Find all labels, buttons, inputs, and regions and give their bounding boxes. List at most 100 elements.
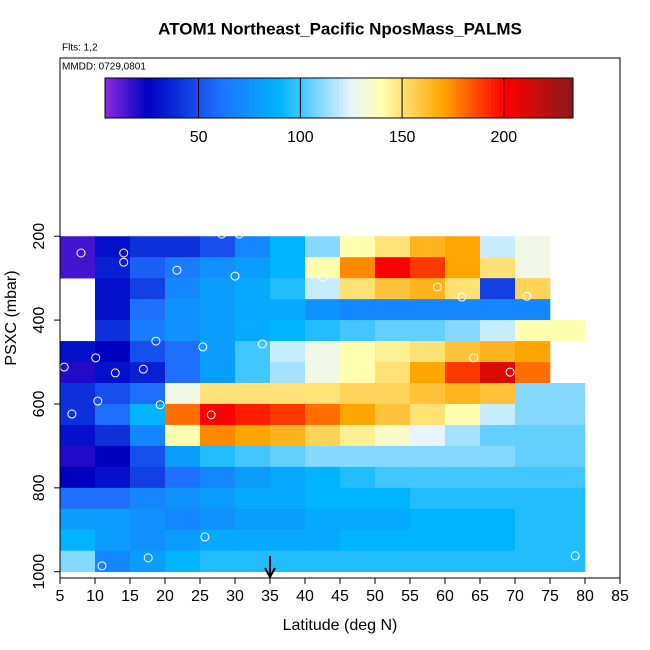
y-tick-label: 800	[31, 474, 48, 501]
heat-cell	[200, 362, 236, 384]
heat-cell	[60, 466, 96, 489]
data-point	[570, 551, 580, 561]
colorbar-swatch	[459, 78, 465, 118]
heat-cell	[270, 466, 306, 489]
colorbar-swatch	[506, 78, 512, 118]
colorbar-swatch	[346, 78, 352, 118]
data-point	[198, 342, 208, 352]
heat-cell	[270, 236, 306, 258]
data-point	[97, 561, 107, 571]
colorbar-swatch	[463, 78, 469, 118]
heat-cell	[165, 529, 201, 552]
heat-cell	[305, 320, 341, 342]
colorbar-swatch	[569, 78, 574, 118]
y-tick-label: 200	[31, 223, 48, 250]
heat-cell	[480, 403, 516, 426]
heat-cell	[515, 550, 551, 573]
colorbar-tick-label: 50	[190, 129, 208, 146]
x-tick-label: 35	[261, 588, 279, 605]
heat-cell	[375, 466, 411, 489]
colorbar-swatch	[331, 78, 336, 118]
heat-cell	[130, 466, 166, 489]
x-tick-label: 55	[401, 588, 419, 605]
x-tick-label: 40	[296, 588, 314, 605]
heat-cell	[200, 445, 236, 468]
data-point	[432, 282, 442, 292]
data-point	[93, 396, 103, 406]
colorbar-swatch	[498, 78, 504, 118]
heat-cell	[410, 236, 446, 258]
heat-cell	[515, 257, 551, 279]
heat-cell	[340, 529, 376, 552]
y-axis-label: PSXC (mbar)	[3, 270, 20, 365]
heat-cell	[305, 383, 341, 405]
heat-cell	[480, 362, 516, 384]
data-point	[67, 409, 77, 419]
colorbar-swatch	[440, 78, 445, 118]
heat-cell	[200, 257, 236, 279]
heat-cell	[410, 383, 446, 405]
colorbar-swatch	[257, 78, 262, 118]
heat-cell	[445, 550, 481, 573]
data-point	[469, 353, 479, 363]
heat-cell	[270, 529, 306, 552]
heat-cell	[305, 341, 341, 363]
colorbar-swatch	[354, 78, 359, 118]
heat-cell	[410, 529, 446, 552]
colorbar-swatch	[128, 78, 133, 118]
heat-cell	[235, 236, 271, 258]
heat-cell	[480, 529, 516, 552]
heat-cell	[340, 550, 376, 573]
heat-cell	[445, 466, 481, 489]
x-tick-label: 70	[506, 588, 524, 605]
heat-cell	[165, 466, 201, 489]
colorbar-swatch	[389, 78, 395, 118]
heat-cell	[235, 445, 271, 468]
colorbar-swatch	[483, 78, 488, 118]
colorbar-swatch	[225, 78, 231, 118]
heat-cell	[340, 299, 376, 321]
data-point	[110, 368, 120, 378]
heat-cell	[410, 445, 446, 468]
colorbar-swatch	[514, 78, 519, 118]
heat-cell	[200, 403, 236, 426]
heat-cell	[130, 403, 166, 426]
heat-cell	[165, 236, 201, 258]
colorbar-swatch	[397, 78, 402, 118]
heat-cell	[165, 445, 201, 468]
colorbar-swatch	[350, 78, 356, 118]
heat-cell	[375, 424, 411, 447]
colorbar-swatch	[253, 78, 258, 118]
heat-cell	[480, 341, 516, 363]
heat-cell	[410, 466, 446, 489]
heat-cell	[515, 403, 551, 426]
colorbar-swatch	[218, 78, 223, 118]
heat-cell	[550, 487, 586, 510]
heat-cell	[60, 424, 96, 447]
colorbar-swatch	[323, 78, 328, 118]
colorbar-swatch	[491, 78, 496, 118]
colorbar-swatch	[206, 78, 211, 118]
colorbar-swatch	[327, 78, 332, 118]
heat-cell	[550, 424, 586, 447]
heat-cell	[305, 236, 341, 258]
heat-cell	[165, 320, 201, 342]
colorbar-tick-label: 200	[490, 129, 517, 146]
heat-cell	[235, 487, 271, 510]
colorbar-swatch	[245, 78, 250, 118]
colorbar-swatch	[268, 78, 274, 118]
colorbar-swatch	[335, 78, 340, 118]
heat-cell	[95, 320, 131, 342]
colorbar-swatch	[565, 78, 570, 118]
data-point	[76, 248, 86, 258]
colorbar-swatch	[428, 78, 434, 118]
heat-cell	[235, 341, 271, 363]
heat-cell	[130, 362, 166, 384]
colorbar-swatch	[549, 78, 554, 118]
heat-cell	[340, 341, 376, 363]
heat-cell	[305, 299, 341, 321]
data-point	[234, 229, 244, 239]
heat-cell	[60, 257, 96, 279]
colorbar-swatch	[194, 78, 200, 118]
colorbar-swatch	[300, 78, 305, 118]
